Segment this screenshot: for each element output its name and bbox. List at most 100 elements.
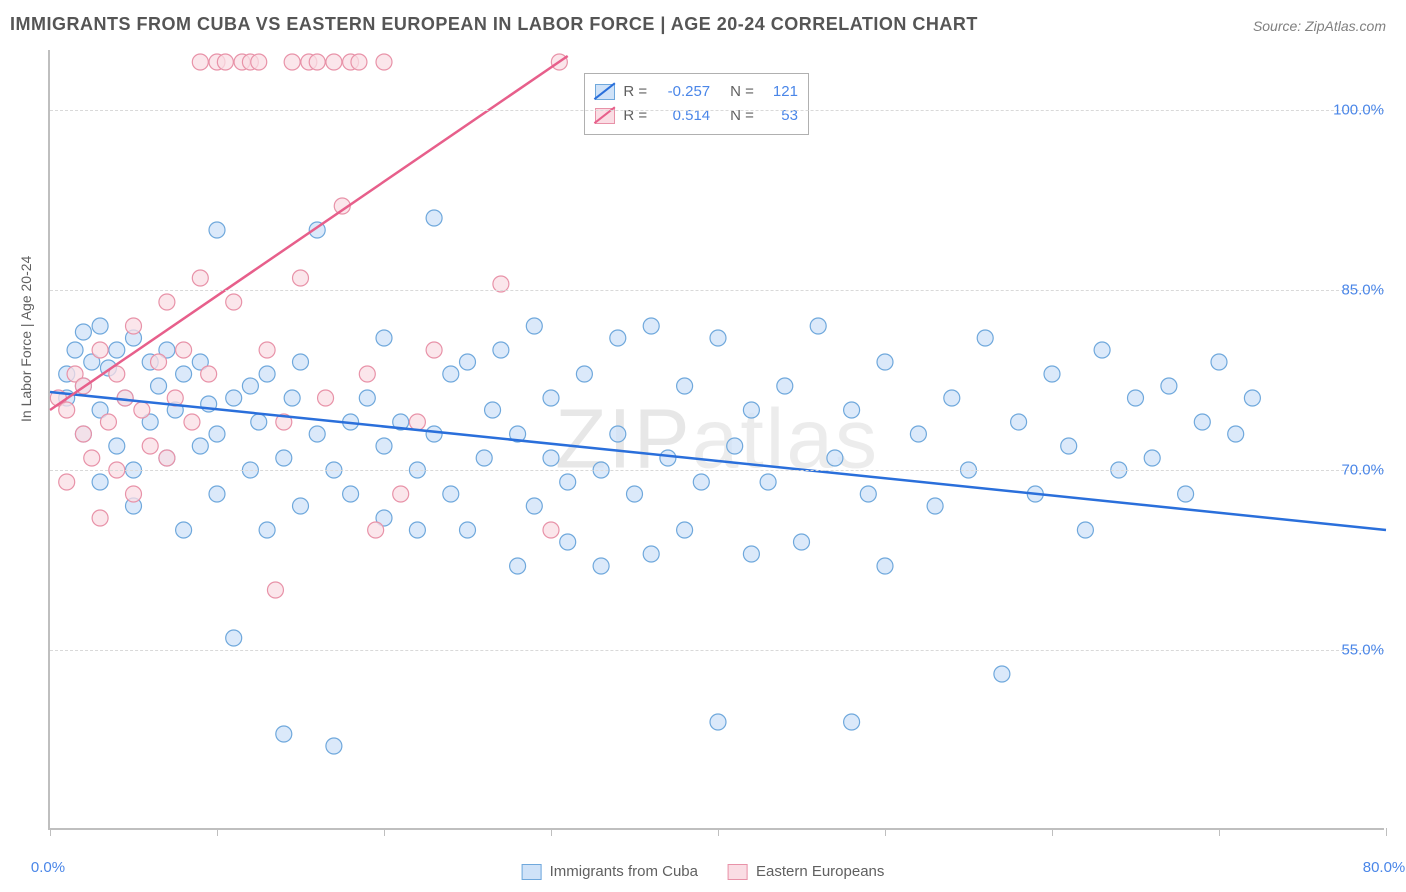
scatter-point <box>326 54 342 70</box>
scatter-point <box>543 390 559 406</box>
scatter-point <box>259 366 275 382</box>
scatter-point <box>376 438 392 454</box>
x-tick-mark <box>1219 828 1220 836</box>
scatter-point <box>460 354 476 370</box>
scatter-point <box>192 270 208 286</box>
y-tick-label: 70.0% <box>1341 462 1384 479</box>
n-label: N = <box>730 104 754 128</box>
scatter-point <box>276 726 292 742</box>
x-tick-mark <box>718 828 719 836</box>
scatter-point <box>610 426 626 442</box>
scatter-point <box>126 486 142 502</box>
scatter-point <box>359 366 375 382</box>
scatter-point <box>543 450 559 466</box>
scatter-point <box>92 318 108 334</box>
x-tick-mark <box>885 828 886 836</box>
scatter-point <box>409 414 425 430</box>
y-tick-label: 85.0% <box>1341 282 1384 299</box>
correlation-row: R =-0.257N =121 <box>595 80 798 104</box>
correlation-legend: R =-0.257N =121R =0.514N =53 <box>584 73 809 135</box>
scatter-point <box>1178 486 1194 502</box>
scatter-point <box>1011 414 1027 430</box>
scatter-point <box>293 270 309 286</box>
scatter-point <box>151 378 167 394</box>
scatter-point <box>376 330 392 346</box>
legend-label: Immigrants from Cuba <box>550 863 698 880</box>
scatter-point <box>977 330 993 346</box>
legend-label: Eastern Europeans <box>756 863 884 880</box>
y-tick-label: 55.0% <box>1341 642 1384 659</box>
scatter-point <box>493 342 509 358</box>
x-tick-mark <box>1052 828 1053 836</box>
scatter-point <box>276 450 292 466</box>
scatter-point <box>844 714 860 730</box>
scatter-point <box>1228 426 1244 442</box>
scatter-point <box>777 378 793 394</box>
scatter-point <box>877 354 893 370</box>
scatter-point <box>927 498 943 514</box>
scatter-point <box>677 522 693 538</box>
scatter-point <box>67 342 83 358</box>
chart-title: IMMIGRANTS FROM CUBA VS EASTERN EUROPEAN… <box>10 14 978 35</box>
scatter-point <box>526 498 542 514</box>
scatter-point <box>209 222 225 238</box>
scatter-point <box>827 450 843 466</box>
scatter-point <box>242 378 258 394</box>
scatter-point <box>201 366 217 382</box>
scatter-point <box>134 402 150 418</box>
plot-svg <box>50 50 1384 828</box>
scatter-point <box>109 342 125 358</box>
scatter-point <box>159 294 175 310</box>
scatter-point <box>510 558 526 574</box>
scatter-point <box>209 486 225 502</box>
scatter-point <box>1244 390 1260 406</box>
scatter-point <box>910 426 926 442</box>
scatter-point <box>810 318 826 334</box>
scatter-point <box>259 342 275 358</box>
scatter-point <box>368 522 384 538</box>
scatter-point <box>944 390 960 406</box>
scatter-point <box>794 534 810 550</box>
scatter-point <box>844 402 860 418</box>
scatter-point <box>226 390 242 406</box>
scatter-point <box>84 450 100 466</box>
scatter-point <box>426 210 442 226</box>
scatter-point <box>1044 366 1060 382</box>
correlation-row: R =0.514N =53 <box>595 104 798 128</box>
scatter-point <box>476 450 492 466</box>
scatter-point <box>318 390 334 406</box>
scatter-point <box>126 318 142 334</box>
scatter-point <box>643 318 659 334</box>
scatter-point <box>326 738 342 754</box>
scatter-point <box>443 486 459 502</box>
scatter-point <box>251 414 267 430</box>
scatter-point <box>176 342 192 358</box>
scatter-point <box>109 438 125 454</box>
scatter-point <box>192 438 208 454</box>
scatter-point <box>209 426 225 442</box>
scatter-point <box>1211 354 1227 370</box>
scatter-point <box>309 54 325 70</box>
n-label: N = <box>730 80 754 104</box>
scatter-point <box>643 546 659 562</box>
scatter-point <box>426 342 442 358</box>
scatter-point <box>142 438 158 454</box>
gridline-h <box>50 290 1384 291</box>
scatter-point <box>460 522 476 538</box>
n-value: 121 <box>762 80 798 104</box>
scatter-point <box>560 534 576 550</box>
scatter-point <box>1094 342 1110 358</box>
plot-area: ZIPatlas R =-0.257N =121R =0.514N =53 <box>48 50 1384 830</box>
scatter-point <box>677 378 693 394</box>
gridline-h <box>50 470 1384 471</box>
scatter-point <box>710 330 726 346</box>
scatter-point <box>710 714 726 730</box>
scatter-point <box>309 426 325 442</box>
scatter-point <box>92 474 108 490</box>
scatter-point <box>860 486 876 502</box>
scatter-point <box>92 510 108 526</box>
x-tick-mark <box>384 828 385 836</box>
scatter-point <box>159 450 175 466</box>
scatter-point <box>1194 414 1210 430</box>
scatter-point <box>75 426 91 442</box>
